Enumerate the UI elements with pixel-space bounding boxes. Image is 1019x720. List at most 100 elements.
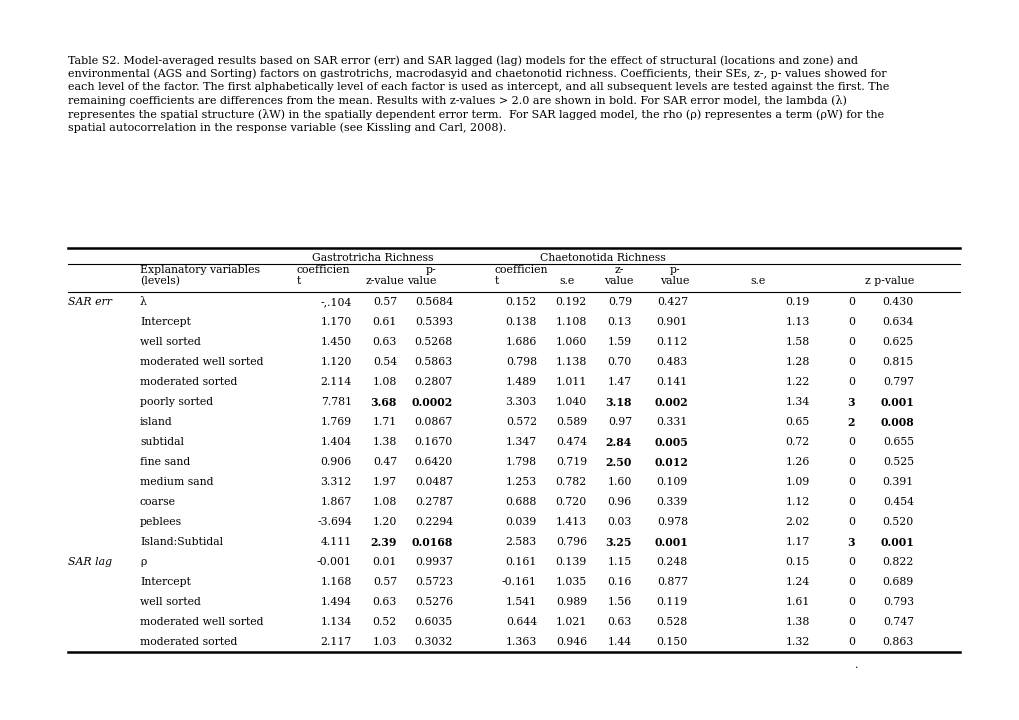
Text: 0.822: 0.822 <box>881 557 913 567</box>
Text: 1.09: 1.09 <box>785 477 809 487</box>
Text: 0.012: 0.012 <box>653 456 688 467</box>
Text: 0.001: 0.001 <box>879 397 913 408</box>
Text: 1.450: 1.450 <box>321 337 352 347</box>
Text: -0.001: -0.001 <box>317 557 352 567</box>
Text: 0.005: 0.005 <box>653 436 688 448</box>
Text: 0.796: 0.796 <box>555 537 586 547</box>
Text: t: t <box>297 276 301 286</box>
Text: 0.192: 0.192 <box>555 297 586 307</box>
Text: 1.20: 1.20 <box>372 517 396 527</box>
Text: 0.634: 0.634 <box>881 317 913 327</box>
Text: 0.655: 0.655 <box>882 437 913 447</box>
Text: 1.58: 1.58 <box>785 337 809 347</box>
Text: 0.720: 0.720 <box>555 497 586 507</box>
Text: well sorted: well sorted <box>140 597 201 607</box>
Text: 0.2294: 0.2294 <box>415 517 452 527</box>
Text: 0.15: 0.15 <box>785 557 809 567</box>
Text: 1.08: 1.08 <box>372 377 396 387</box>
Text: 0.5863: 0.5863 <box>415 357 452 367</box>
Text: 0.331: 0.331 <box>656 417 688 427</box>
Text: SAR err: SAR err <box>68 297 112 307</box>
Text: 1.798: 1.798 <box>505 457 536 467</box>
Text: 1.108: 1.108 <box>555 317 586 327</box>
Text: z p-value: z p-value <box>864 276 913 286</box>
Text: 0.79: 0.79 <box>607 297 632 307</box>
Text: 3.18: 3.18 <box>605 397 632 408</box>
Text: 0: 0 <box>847 437 854 447</box>
Text: 0.877: 0.877 <box>656 577 688 587</box>
Text: 0.002: 0.002 <box>653 397 688 408</box>
Text: 0: 0 <box>847 517 854 527</box>
Text: 1.413: 1.413 <box>555 517 586 527</box>
Text: 7.781: 7.781 <box>321 397 352 407</box>
Text: 0.63: 0.63 <box>372 337 396 347</box>
Text: p-: p- <box>669 265 680 275</box>
Text: Gastrotricha Richness: Gastrotricha Richness <box>312 253 433 263</box>
Text: 0.483: 0.483 <box>656 357 688 367</box>
Text: 0.430: 0.430 <box>881 297 913 307</box>
Text: island: island <box>140 417 172 427</box>
Text: 1.170: 1.170 <box>320 317 352 327</box>
Text: 1.363: 1.363 <box>505 637 536 647</box>
Text: 1.38: 1.38 <box>372 437 396 447</box>
Text: value: value <box>407 276 435 286</box>
Text: 1.040: 1.040 <box>555 397 586 407</box>
Text: 1.489: 1.489 <box>505 377 536 387</box>
Text: 1.32: 1.32 <box>785 637 809 647</box>
Text: .: . <box>854 660 858 670</box>
Text: 1.44: 1.44 <box>607 637 632 647</box>
Text: 2: 2 <box>847 416 854 428</box>
Text: z-: z- <box>613 265 623 275</box>
Text: 1.17: 1.17 <box>785 537 809 547</box>
Text: Intercept: Intercept <box>140 577 191 587</box>
Text: s.e: s.e <box>749 276 764 286</box>
Text: 1.38: 1.38 <box>785 617 809 627</box>
Text: 0.57: 0.57 <box>373 577 396 587</box>
Text: 0.589: 0.589 <box>555 417 586 427</box>
Text: 0.152: 0.152 <box>505 297 536 307</box>
Text: t: t <box>494 276 498 286</box>
Text: 0.150: 0.150 <box>656 637 688 647</box>
Text: moderated well sorted: moderated well sorted <box>140 617 263 627</box>
Text: 0.138: 0.138 <box>505 317 536 327</box>
Text: 0.54: 0.54 <box>373 357 396 367</box>
Text: 1.34: 1.34 <box>785 397 809 407</box>
Text: ρ: ρ <box>140 557 147 567</box>
Text: s.e: s.e <box>558 276 574 286</box>
Text: 0.520: 0.520 <box>881 517 913 527</box>
Text: 0.5393: 0.5393 <box>415 317 452 327</box>
Text: environmental (AGS and Sorting) factors on gastrotrichs, macrodasyid and chaeton: environmental (AGS and Sorting) factors … <box>68 68 886 79</box>
Text: 0.57: 0.57 <box>373 297 396 307</box>
Text: 1.56: 1.56 <box>607 597 632 607</box>
Text: (levels): (levels) <box>140 276 179 286</box>
Text: 0.688: 0.688 <box>505 497 536 507</box>
Text: 0: 0 <box>847 357 854 367</box>
Text: 0.5723: 0.5723 <box>415 577 452 587</box>
Text: remaining coefficients are differences from the mean. Results with z-values > 2.: remaining coefficients are differences f… <box>68 96 846 107</box>
Text: Table S2. Model-averaged results based on SAR error (err) and SAR lagged (lag) m: Table S2. Model-averaged results based o… <box>68 55 857 66</box>
Text: 0.793: 0.793 <box>882 597 913 607</box>
Text: 0: 0 <box>847 557 854 567</box>
Text: 1.13: 1.13 <box>785 317 809 327</box>
Text: 1.253: 1.253 <box>505 477 536 487</box>
Text: 0.63: 0.63 <box>607 617 632 627</box>
Text: 0.47: 0.47 <box>373 457 396 467</box>
Text: 1.686: 1.686 <box>505 337 536 347</box>
Text: 0: 0 <box>847 597 854 607</box>
Text: 1.22: 1.22 <box>785 377 809 387</box>
Text: 0: 0 <box>847 497 854 507</box>
Text: 0.572: 0.572 <box>505 417 536 427</box>
Text: 0.815: 0.815 <box>881 357 913 367</box>
Text: 0.391: 0.391 <box>881 477 913 487</box>
Text: 2.583: 2.583 <box>505 537 536 547</box>
Text: 0: 0 <box>847 617 854 627</box>
Text: -3.694: -3.694 <box>317 517 352 527</box>
Text: SAR lag: SAR lag <box>68 557 112 567</box>
Text: 1.08: 1.08 <box>372 497 396 507</box>
Text: 0.248: 0.248 <box>656 557 688 567</box>
Text: 3: 3 <box>847 536 854 547</box>
Text: 0.141: 0.141 <box>656 377 688 387</box>
Text: 0.863: 0.863 <box>881 637 913 647</box>
Text: 0.119: 0.119 <box>656 597 688 607</box>
Text: 0.19: 0.19 <box>785 297 809 307</box>
